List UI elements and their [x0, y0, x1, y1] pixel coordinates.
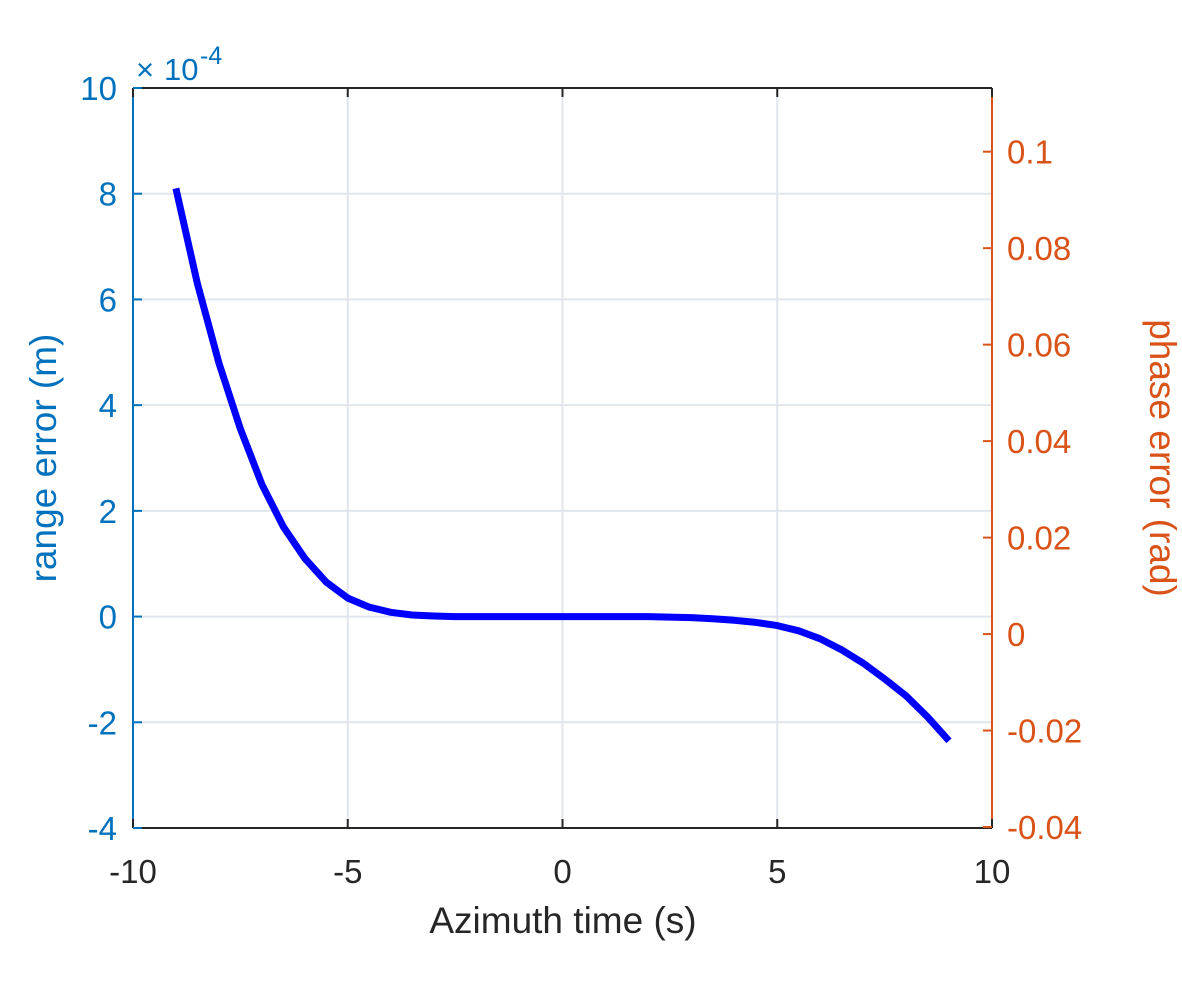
- y-tick-label-right: 0.1: [1007, 134, 1053, 171]
- y-axis-left-label: range error (m): [23, 334, 64, 583]
- y-tick-label-left: 2: [99, 493, 117, 530]
- x-tick-label: -5: [333, 853, 362, 890]
- y-tick-label-right: 0.06: [1007, 327, 1071, 364]
- y-tick-label-left: 10: [80, 70, 117, 107]
- y-tick-label-left: 6: [99, 281, 117, 318]
- series-line-0: [172, 187, 952, 744]
- y-tick-label-right: -0.04: [1007, 809, 1082, 846]
- x-tick-label: 0: [553, 853, 571, 890]
- y-tick-label-left: 0: [99, 599, 117, 636]
- label-layer: Azimuth time (s) range error (m) phase e…: [23, 42, 1182, 941]
- grid-layer: [133, 88, 992, 828]
- y-axis-left-exponent-multiplier: ×: [136, 52, 154, 87]
- y-tick-label-left: 8: [99, 176, 117, 213]
- y-tick-label-right: 0: [1007, 616, 1025, 653]
- y-tick-label-right: 0.02: [1007, 520, 1071, 557]
- x-tick-label: -10: [109, 853, 157, 890]
- y-tick-label-left: -4: [88, 810, 117, 847]
- y-tick-label-right: 0.04: [1007, 423, 1071, 460]
- y-tick-label-right: -0.02: [1007, 713, 1082, 750]
- x-tick-label: 10: [974, 853, 1011, 890]
- y-tick-label-left: -2: [88, 704, 117, 741]
- y-axis-left-exponent-power: -4: [200, 42, 222, 70]
- y-tick-label-left: 4: [99, 387, 117, 424]
- frame-layer: [132, 87, 993, 829]
- y-axis-right-label: phase error (rad): [1142, 319, 1182, 597]
- y-axis-left-exponent-base: 10: [164, 52, 198, 87]
- y-tick-label-right: 0.08: [1007, 230, 1071, 267]
- series-layer: [172, 187, 952, 744]
- x-tick-label: 5: [768, 853, 786, 890]
- x-axis-label: Azimuth time (s): [429, 900, 696, 941]
